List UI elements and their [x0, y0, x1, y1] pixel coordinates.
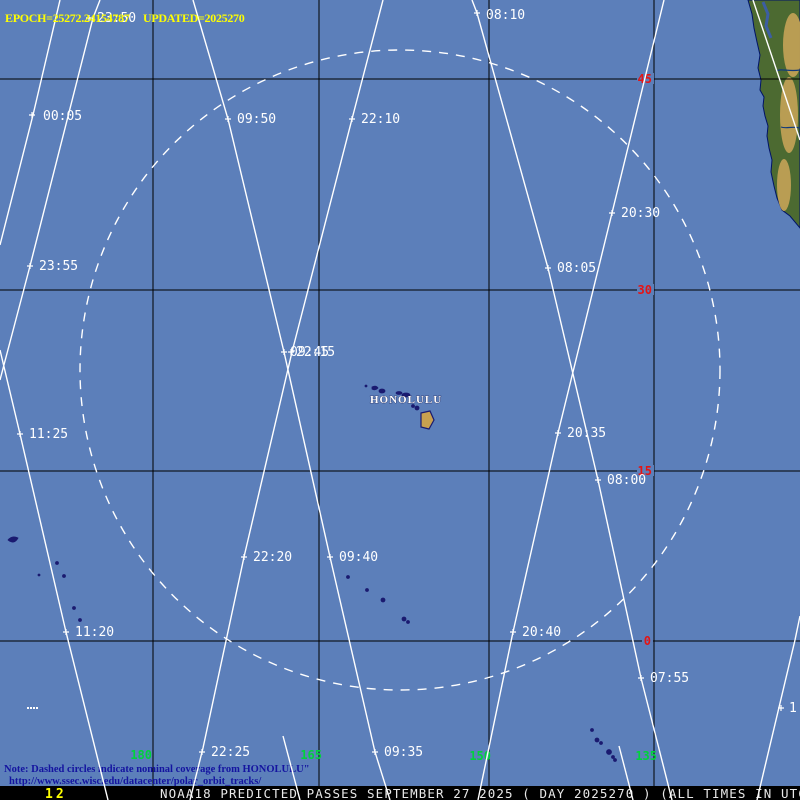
longitude-label: 135 [635, 749, 657, 763]
river [775, 69, 800, 72]
coverage-circle [79, 49, 721, 691]
longitude-labels: 180 165 150 135 [130, 748, 657, 763]
pass-time-label: 08:00 [607, 473, 646, 488]
longitude-label: 150 [469, 749, 491, 763]
terrain-patch [783, 13, 800, 77]
latitude-label: 30 [638, 283, 652, 297]
pass-time-labels: 07:55 08:00 08:05 08:10 09:35 09:40 09:4… [29, 8, 797, 760]
pass-time-label: 09:40 [339, 550, 378, 565]
updated-label: UPDATED=2025270 [143, 11, 245, 25]
satellite-track [192, 0, 391, 800]
satellite-track [0, 0, 101, 381]
pass-time-label: 09:50 [237, 112, 276, 127]
latitude-label: 0 [644, 634, 651, 648]
honolulu-label: HONOLULU [370, 394, 442, 406]
pass-time-label: 08:05 [557, 261, 596, 276]
satellite-track-segment [618, 745, 634, 800]
longitude-label: 165 [300, 748, 322, 762]
source-url: http://www.ssec.wisc.edu/datacenter/pola… [9, 776, 262, 787]
time-tick-marks [17, 10, 784, 755]
pass-time-label: 22:15 [296, 345, 335, 360]
longitude-label: 180 [130, 748, 152, 762]
satellite-track [756, 615, 800, 800]
small-islands-southeast [590, 728, 617, 762]
pass-time-label: 23:55 [39, 259, 78, 274]
river [780, 126, 800, 129]
pass-time-label: 09:45 [290, 345, 329, 360]
status-bar [0, 786, 800, 800]
latitude-label: 15 [638, 464, 652, 478]
satellite-track [189, 0, 384, 800]
pass-time-label: 11:25 [29, 427, 68, 442]
satellite-track [752, 0, 800, 141]
pass-time-label: 22:10 [361, 112, 400, 127]
pass-time-label: 07:55 [650, 671, 689, 686]
pass-time-label: 09:35 [384, 745, 423, 760]
pass-time-label: 20:40 [522, 625, 561, 640]
small-islands-south [346, 575, 410, 624]
pass-time-label: 00:05 [43, 109, 82, 124]
pass-count: 12 [45, 787, 67, 800]
epoch-label: EPOCH=25272.24154787 [5, 11, 130, 25]
pass-time-label: 22:25 [211, 745, 250, 760]
hawaiian-islands [364, 384, 435, 430]
landmass-north-america [747, 0, 800, 229]
small-islands-west [7, 536, 82, 622]
tiny-white-dots [27, 707, 38, 709]
terrain-patch [777, 159, 791, 211]
satellite-track-segment [282, 735, 301, 800]
coverage-note: Note: Dashed circles indicate nominal co… [4, 764, 310, 775]
pass-time-label: 22:20 [253, 550, 292, 565]
pass-time-label: 11:20 [75, 625, 114, 640]
pass-time-label: 08:10 [486, 8, 525, 23]
satellite-track [0, 349, 109, 800]
pass-time-label: 20:35 [567, 426, 606, 441]
big-island [420, 410, 435, 430]
pass-time-label: 20:30 [621, 206, 660, 221]
pass-time-label: 23:50 [97, 11, 136, 26]
pass-time-label: 1 [789, 701, 797, 716]
puget-sound-channel [761, 1, 773, 39]
